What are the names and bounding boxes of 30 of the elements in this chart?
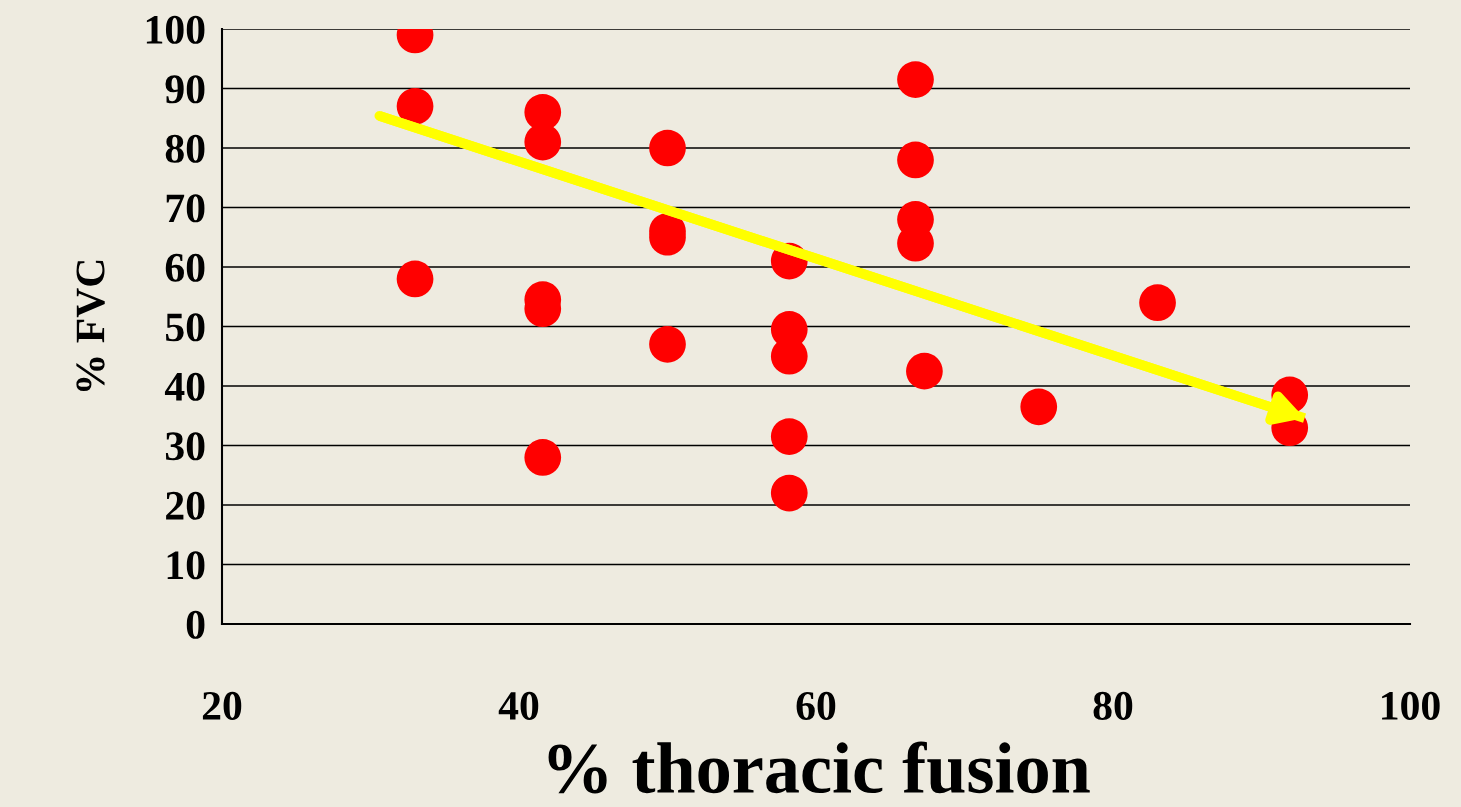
y-tick-label: 40 <box>164 372 205 401</box>
x-axis-title: % thoracic fusion <box>548 741 1090 794</box>
y-tick-label: 10 <box>167 551 205 580</box>
y-tick-label: 0 <box>186 610 205 639</box>
point <box>396 260 434 298</box>
x-tick-label: 40 <box>498 691 539 720</box>
y-tick-label: 70 <box>166 194 205 223</box>
point <box>1139 284 1176 322</box>
y-tick-label: 50 <box>166 313 205 342</box>
point <box>897 61 934 98</box>
point <box>1020 388 1058 426</box>
point <box>396 87 434 125</box>
y-tick-label: 30 <box>165 432 205 461</box>
x-tick-label: 60 <box>796 691 836 720</box>
point <box>524 439 562 476</box>
y-tick-label: 60 <box>165 253 205 282</box>
y-tick-label: 20 <box>166 491 205 520</box>
point <box>770 418 808 455</box>
x-tick-label: 100 <box>1382 691 1440 720</box>
point <box>770 474 808 512</box>
point <box>649 325 686 363</box>
y-axis-title: % FVC <box>76 260 105 392</box>
point <box>649 129 686 167</box>
x-tick-label: 20 <box>202 691 242 720</box>
y-tick-label: 100 <box>146 15 205 44</box>
point <box>906 352 943 390</box>
y-tick-label: 80 <box>165 134 205 163</box>
point <box>897 141 934 179</box>
y-tick-label: 90 <box>165 75 205 104</box>
x-tick-label: 80 <box>1093 691 1133 720</box>
